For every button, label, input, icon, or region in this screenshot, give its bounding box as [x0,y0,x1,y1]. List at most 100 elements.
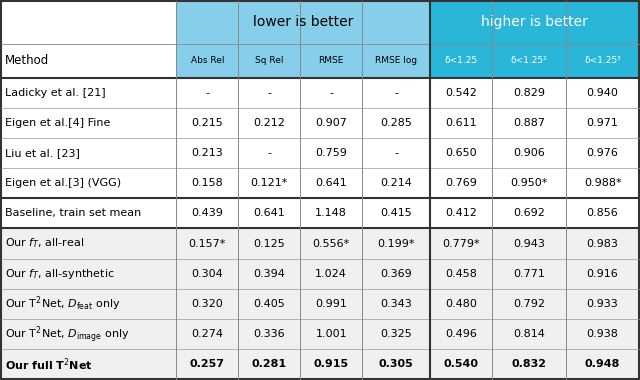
Text: 0.121*: 0.121* [250,178,288,188]
Text: 0.814: 0.814 [513,329,545,339]
Text: 0.641: 0.641 [253,208,285,218]
Text: 0.759: 0.759 [316,148,347,158]
Text: 0.856: 0.856 [587,208,618,218]
Bar [176,168,238,198]
Text: 0.991: 0.991 [316,299,347,309]
Text: 0.971: 0.971 [587,118,618,128]
Text: 0.769: 0.769 [445,178,477,188]
Text: 0.285: 0.285 [380,118,412,128]
Bar [362,289,431,319]
Bar [566,289,639,319]
Text: 0.692: 0.692 [513,208,545,218]
Text: 0.213: 0.213 [191,148,223,158]
Bar [431,259,492,289]
Bar [238,349,300,379]
Bar [492,198,566,228]
Bar [566,198,639,228]
Text: 0.336: 0.336 [253,329,285,339]
Text: RMSE log: RMSE log [375,56,417,65]
Bar [300,168,362,198]
Bar [431,198,492,228]
Text: Our T$^2$Net, $D_{\rm image}$ only: Our T$^2$Net, $D_{\rm image}$ only [4,323,129,345]
Text: 0.988*: 0.988* [584,178,621,188]
Bar [238,108,300,138]
Text: Our full T$^2$Net: Our full T$^2$Net [4,356,92,372]
Bar [176,138,238,168]
Text: 0.906: 0.906 [513,148,545,158]
Text: 0.948: 0.948 [585,359,620,369]
Bar [176,78,238,108]
Text: lower is better: lower is better [253,16,353,30]
Bar [492,259,566,289]
Text: δ<1.25³: δ<1.25³ [584,56,621,65]
Bar [431,108,492,138]
Bar [238,289,300,319]
Bar [566,319,639,349]
Text: Eigen et al.[4] Fine: Eigen et al.[4] Fine [4,118,110,128]
Text: Method: Method [4,54,49,67]
Text: 0.916: 0.916 [587,269,618,279]
Bar [238,259,300,289]
Bar [1,228,176,259]
Text: 0.212: 0.212 [253,118,285,128]
Text: δ<1.25: δ<1.25 [445,56,478,65]
Bar [362,44,431,78]
Bar [492,349,566,379]
Text: 0.940: 0.940 [587,88,618,98]
Text: 0.907: 0.907 [316,118,347,128]
Bar [492,228,566,259]
Text: 0.439: 0.439 [191,208,223,218]
Text: 0.943: 0.943 [513,239,545,249]
Text: 0.829: 0.829 [513,88,545,98]
Bar [492,138,566,168]
Text: 1.148: 1.148 [316,208,347,218]
Text: 0.369: 0.369 [380,269,412,279]
Bar [238,44,300,78]
Bar [176,289,238,319]
Text: 0.540: 0.540 [444,359,479,369]
Bar [300,259,362,289]
Text: 0.274: 0.274 [191,329,223,339]
Bar [431,1,639,44]
Bar [238,78,300,108]
Bar [1,259,176,289]
Text: Our $f_T$, all-real: Our $f_T$, all-real [4,237,84,250]
Bar [1,78,176,108]
Bar [431,289,492,319]
Bar [362,259,431,289]
Text: 0.542: 0.542 [445,88,477,98]
Bar [431,78,492,108]
Bar [492,108,566,138]
Text: -: - [394,148,398,158]
Bar [176,198,238,228]
Bar [1,1,176,44]
Bar [1,138,176,168]
Text: 0.343: 0.343 [380,299,412,309]
Text: 0.976: 0.976 [587,148,618,158]
Bar [1,289,176,319]
Text: 0.325: 0.325 [380,329,412,339]
Bar [300,349,362,379]
Text: Our T$^2$Net, $D_{\rm feat}$ only: Our T$^2$Net, $D_{\rm feat}$ only [4,294,120,313]
Bar [300,319,362,349]
Bar [238,319,300,349]
Text: 0.394: 0.394 [253,269,285,279]
Bar [566,168,639,198]
Bar [431,349,492,379]
Bar [431,168,492,198]
Bar [176,228,238,259]
Bar [362,138,431,168]
Text: Abs Rel: Abs Rel [191,56,224,65]
Bar [431,44,492,78]
Text: 0.305: 0.305 [379,359,413,369]
Bar [566,228,639,259]
Bar [431,228,492,259]
Text: 0.933: 0.933 [587,299,618,309]
Bar [1,168,176,198]
Text: 0.199*: 0.199* [378,239,415,249]
Text: 0.304: 0.304 [191,269,223,279]
Text: 0.650: 0.650 [445,148,477,158]
Text: 0.458: 0.458 [445,269,477,279]
Bar [362,198,431,228]
Text: Baseline, train set mean: Baseline, train set mean [4,208,141,218]
